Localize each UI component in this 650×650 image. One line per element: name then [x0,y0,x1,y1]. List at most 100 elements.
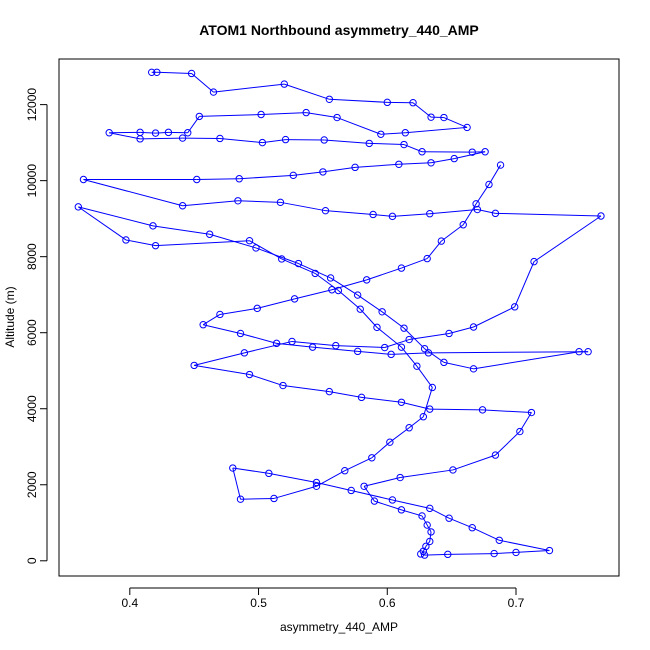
data-point [190,361,198,370]
series-line-segment [276,342,313,348]
series-line-segment [428,351,589,354]
series-line-segment [369,142,405,146]
series-line-segment [429,209,478,215]
series-line-segment [249,374,284,387]
series-line-segment [344,457,373,472]
data-point [370,497,379,505]
data-point [199,321,207,329]
series-line-segment [78,206,154,227]
data-point [312,478,321,487]
data-point [294,259,303,268]
data-point [575,348,583,356]
data-point [209,88,218,96]
series-line-segment [421,515,428,526]
series-line-segment [331,279,367,291]
series-line-segment [381,311,405,329]
series-line-segment [366,267,402,281]
series-line-segment [335,345,385,349]
data-point [270,494,278,503]
x-axis-label: asymmetry_440_AMP [280,620,398,634]
data-point [235,175,243,183]
data-point [420,344,429,353]
data-point [252,244,260,252]
data-point [216,134,224,143]
data-point [257,110,265,119]
y-tick-label: 6000 [25,319,39,346]
data-point [440,358,448,367]
series-line-segment [533,215,602,263]
data-point [427,113,435,121]
data-point [584,348,592,356]
data-point [496,161,505,169]
data-point [357,393,366,402]
series-line-segment [514,261,535,308]
series-line-segment [363,477,401,487]
data-point [512,548,520,557]
data-point [478,406,487,414]
data-point [426,504,434,513]
data-point [417,550,425,558]
data-point [468,524,476,532]
series-line-segment [324,139,370,144]
series-line-segment [249,240,282,260]
series-line-segment [355,163,399,168]
series-line-segment [268,472,317,483]
data-point [426,210,434,218]
series-line-segment [261,112,307,115]
series-line-segment [495,431,521,456]
data-point [423,254,431,263]
x-tick-label: 0.6 [379,596,396,610]
series-line-segment [519,412,532,432]
series-line-segment [499,539,550,552]
series-line-segment [152,225,210,235]
data-point [265,469,273,478]
series-line-segment [322,166,356,173]
y-axis-label: Altitude (m) [3,286,17,347]
data-point [373,323,381,332]
series-line-segment [424,553,448,556]
series-line-segment [240,332,277,344]
series-line-segment [448,326,474,334]
data-point [272,339,281,348]
data-point [276,198,285,207]
series-line-segment [199,114,262,117]
data-point [236,495,245,503]
y-tick-label: 12000 [25,88,39,122]
series-line-segment [426,240,442,259]
x-tick-label: 0.5 [250,596,267,610]
series-line-segment [280,201,326,212]
data-point [545,546,554,555]
series-line-segment [213,83,285,93]
series-line-segment [408,416,424,429]
series-line-segment [392,499,430,509]
data-point [151,241,160,250]
data-point [516,427,524,436]
series-line-segment [495,212,601,217]
series-line-segment [140,137,183,140]
data-point [258,138,267,147]
series-line-segment [475,184,490,205]
series-line-segment [282,385,330,393]
data-point [351,163,359,172]
data-point [205,230,214,238]
data-point [530,257,538,266]
series-line-segment [376,326,402,348]
data-point [369,210,377,219]
series-line-segment [488,164,501,185]
y-tick-label: 0 [25,557,39,564]
data-point [302,108,310,117]
data-point [423,521,431,529]
data-point [428,383,437,392]
data-point [427,159,435,167]
x-tick-label: 0.7 [508,596,525,610]
data-point [427,528,435,536]
data-point [388,212,397,221]
series-line-segment [338,290,361,310]
data-point [178,202,187,210]
series-line-segment [429,531,432,542]
data-point [377,130,385,138]
data-point [491,451,500,459]
series-line-segment [262,139,286,144]
series-line-segment [284,83,330,100]
data-point [332,341,340,350]
